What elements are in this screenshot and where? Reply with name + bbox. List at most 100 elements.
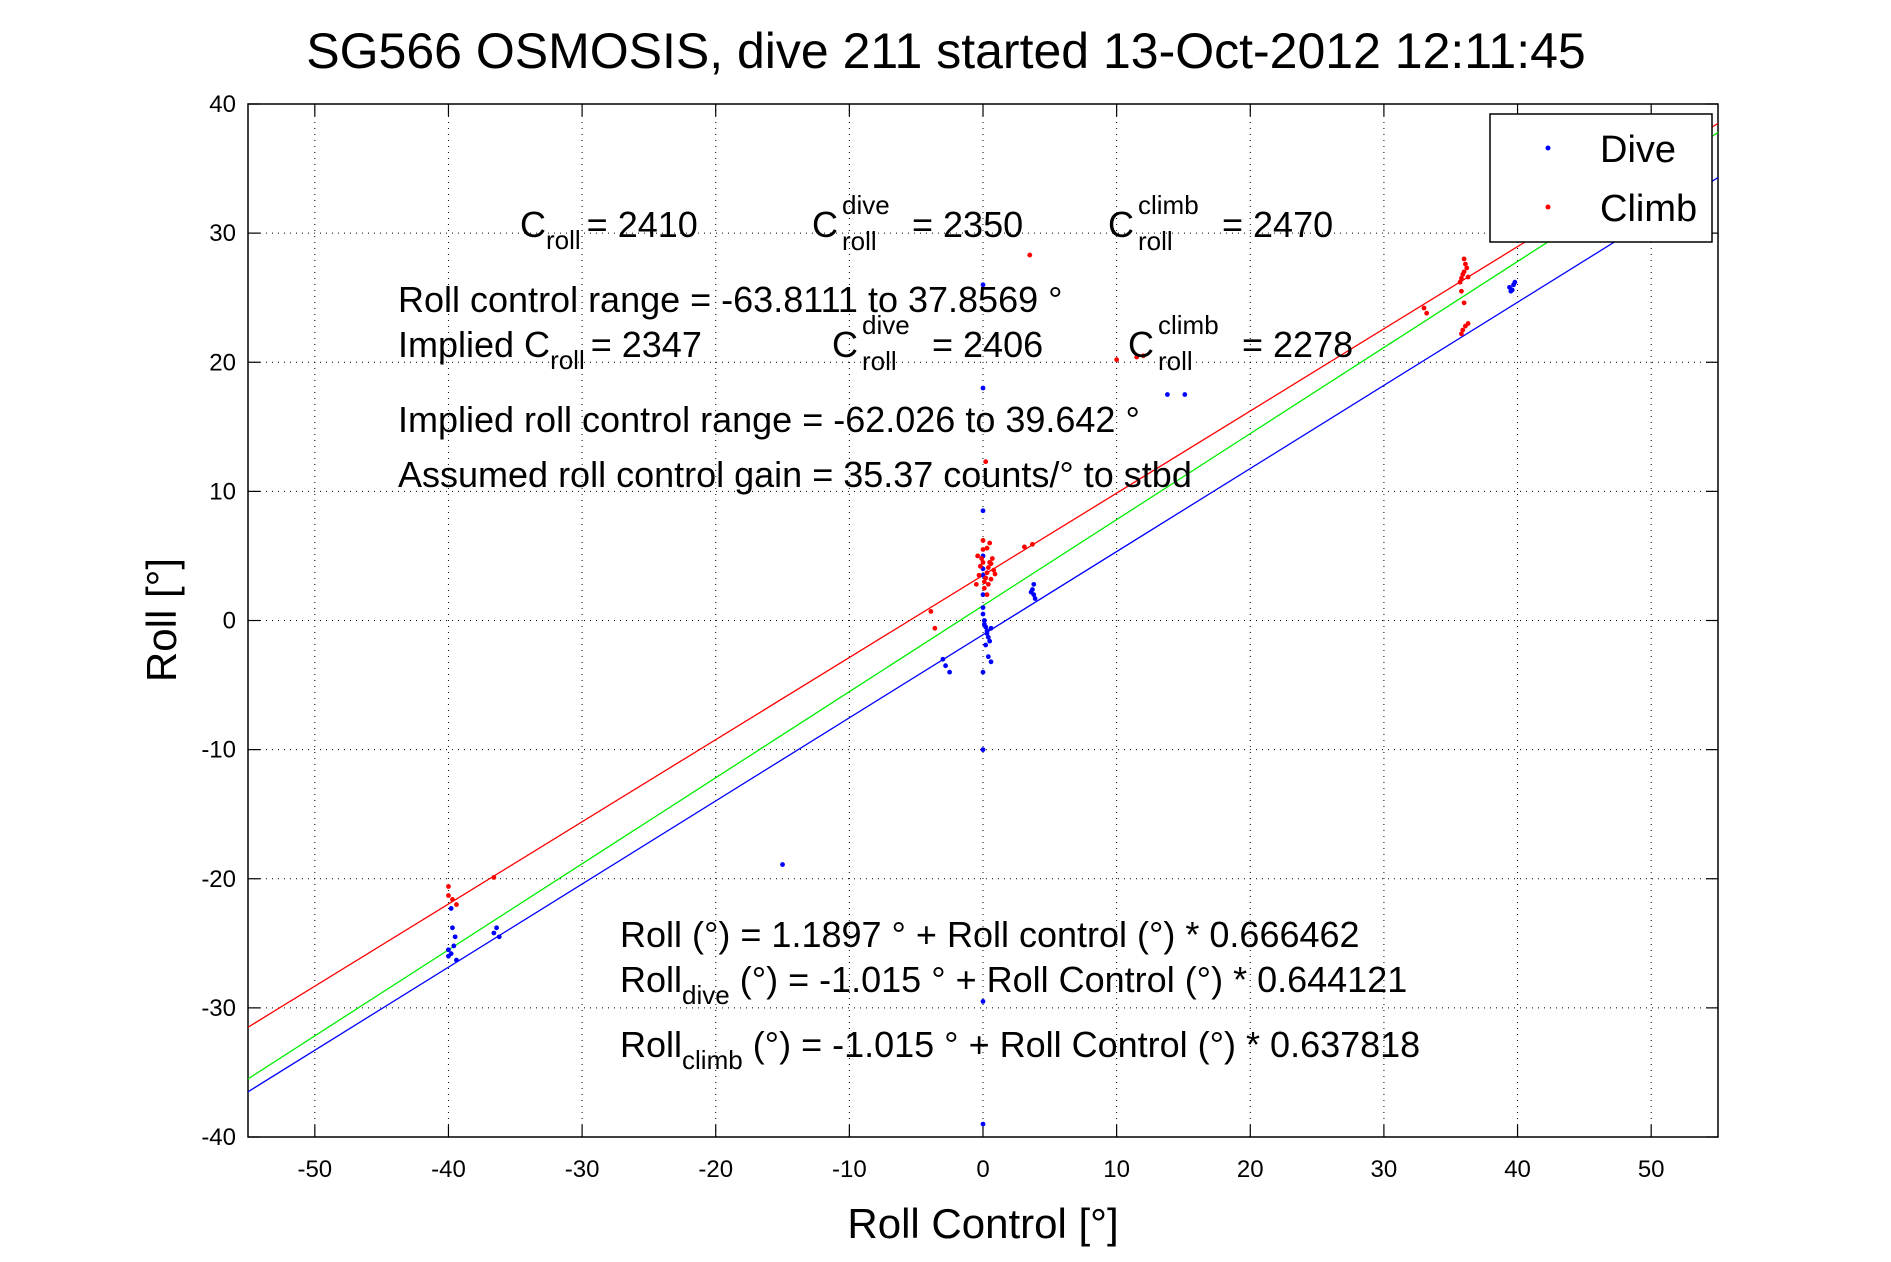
y-tick-label: -20 (201, 866, 236, 893)
point-climb (1465, 274, 1471, 280)
svg-text:dive: dive (842, 190, 890, 220)
point-climb (985, 581, 991, 587)
point-climb (988, 561, 994, 567)
point-climb (981, 585, 987, 591)
point-climb (1460, 272, 1466, 277)
data-points (446, 252, 1518, 1127)
point-climb (1421, 305, 1427, 311)
legend-label-dive: Dive (1600, 129, 1676, 171)
point-climb (454, 902, 459, 907)
svg-text:roll: roll (842, 226, 877, 256)
point-dive (452, 934, 458, 940)
point-dive (983, 642, 989, 648)
x-tick-label: -50 (297, 1156, 332, 1183)
point-dive (1512, 279, 1518, 285)
point-dive (451, 943, 457, 949)
annotation-c-roll-climb: C climb roll = 2470 (1108, 190, 1333, 256)
point-dive (780, 862, 785, 867)
point-dive (988, 625, 994, 631)
point-dive (985, 654, 991, 660)
legend-label-climb: Climb (1600, 188, 1697, 230)
point-climb (1457, 279, 1463, 285)
annotation-fit-climb: Rollclimb (°) = -1.015 ° + Roll Control … (620, 1024, 1420, 1075)
point-dive (1509, 287, 1515, 293)
point-dive (1031, 581, 1037, 587)
point-climb (979, 556, 985, 561)
svg-text:= 2278: = 2278 (1242, 324, 1353, 365)
point-dive (988, 659, 994, 665)
point-climb (1461, 300, 1467, 306)
point-dive (980, 747, 986, 753)
point-climb (932, 625, 938, 631)
point-dive (450, 925, 455, 931)
point-climb (985, 565, 991, 570)
point-climb (1030, 541, 1035, 547)
svg-text:= 2350: = 2350 (912, 204, 1023, 245)
svg-text:= 2406: = 2406 (932, 324, 1043, 365)
point-dive (980, 605, 986, 610)
point-climb (1424, 310, 1430, 316)
point-climb (992, 571, 998, 577)
point-dive (1032, 596, 1038, 601)
annotation-implied-c-roll: Implied Croll = 2347 (398, 324, 702, 375)
svg-text:Implied Croll= 2347: Implied Croll = 2347 (398, 324, 702, 375)
point-climb (1140, 353, 1146, 359)
point-dive (980, 611, 986, 617)
svg-text:dive: dive (862, 310, 910, 340)
point-climb (981, 579, 987, 585)
point-dive (1182, 392, 1188, 397)
x-tick-label: -20 (698, 1156, 733, 1183)
annotation-implied-c-roll-dive: C dive roll = 2406 (832, 310, 1043, 376)
svg-text:C: C (832, 324, 858, 365)
point-dive (448, 906, 454, 911)
point-climb (1463, 261, 1468, 267)
point-dive (980, 999, 986, 1004)
point-dive (980, 385, 986, 391)
point-climb (1460, 327, 1466, 333)
point-climb (1134, 354, 1140, 360)
x-tick-label: 30 (1371, 1156, 1398, 1183)
annotation-gain: Assumed roll control gain = 35.37 counts… (398, 454, 1192, 495)
point-climb (987, 540, 993, 546)
point-climb (928, 609, 934, 614)
point-climb (988, 576, 994, 582)
point-climb (1459, 288, 1464, 294)
point-dive (446, 947, 451, 953)
chart-title: SG566 OSMOSIS, dive 211 started 13-Oct-2… (306, 23, 1585, 79)
y-tick-label: -30 (201, 995, 236, 1022)
point-dive (1165, 392, 1170, 397)
point-dive (494, 925, 499, 931)
x-tick-label: 20 (1237, 1156, 1264, 1183)
svg-text:Rolldive (°) = -1.015 ° + Roll: Rolldive (°) = -1.015 ° + Roll Control (… (620, 959, 1407, 1010)
svg-text:climb: climb (1138, 190, 1199, 220)
point-climb (983, 459, 989, 465)
annotation-c-roll-dive: C dive roll = 2350 (812, 190, 1023, 256)
point-dive (981, 618, 987, 623)
point-climb (973, 581, 979, 587)
y-tick-label: 0 (223, 608, 236, 635)
point-dive (947, 669, 952, 675)
point-climb (989, 556, 995, 561)
y-tick-label: -40 (201, 1124, 236, 1151)
point-climb (1464, 265, 1470, 271)
point-climb (980, 559, 986, 565)
point-dive (984, 628, 990, 634)
point-dive (987, 638, 993, 644)
point-dive (980, 508, 986, 514)
svg-text:climb: climb (1158, 310, 1219, 340)
point-dive (496, 934, 502, 940)
annotation-fit-all: Roll (°) = 1.1897 ° + Roll control (°) *… (620, 914, 1360, 955)
point-climb (491, 875, 497, 880)
annotation-fit-dive: Rolldive (°) = -1.015 ° + Roll Control (… (620, 959, 1407, 1010)
annotation-c-roll: Croll = 2410 (520, 204, 698, 255)
legend-box (1489, 113, 1713, 243)
point-climb (446, 893, 451, 898)
point-climb (980, 538, 986, 543)
legend-marker-climb (1545, 204, 1551, 210)
point-climb (1027, 252, 1033, 258)
legend-marker-dive (1545, 145, 1551, 151)
point-climb (1459, 331, 1464, 337)
point-climb (1465, 321, 1471, 326)
point-climb (980, 547, 986, 552)
point-dive (980, 592, 986, 598)
